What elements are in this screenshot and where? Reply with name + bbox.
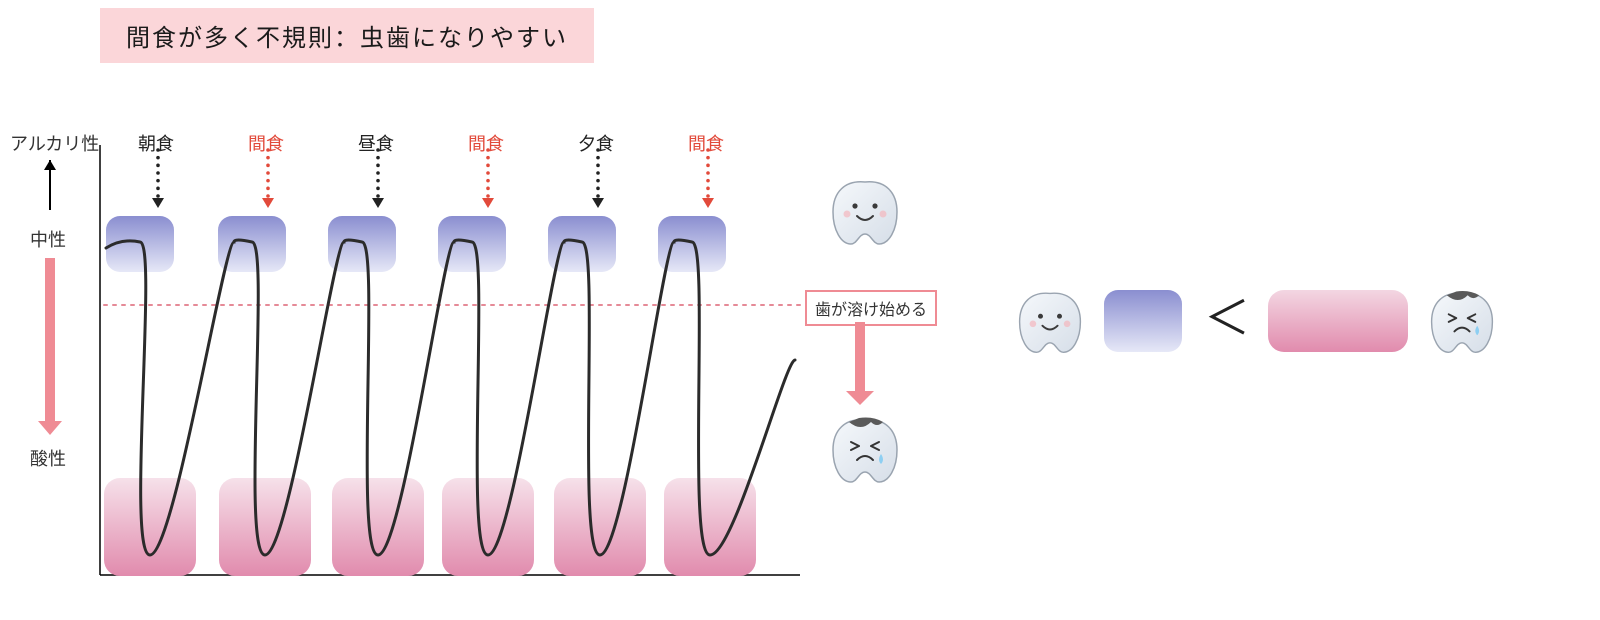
tooth-icon-legend-sad — [1432, 291, 1493, 352]
event-arrow-dot — [376, 171, 380, 175]
event-arrow-dot — [376, 148, 380, 152]
event-arrow-dot — [706, 164, 710, 168]
acidic-zone-box — [104, 478, 196, 576]
event-arrow-dot — [266, 148, 270, 152]
event-arrow-head — [372, 198, 384, 208]
down-arrow-head — [38, 421, 62, 435]
event-arrow-dot — [486, 171, 490, 175]
event-arrow-dot — [596, 179, 600, 183]
event-arrow-dot — [486, 148, 490, 152]
event-arrow-dot — [486, 187, 490, 191]
tooth-icon-chart-happy — [833, 182, 897, 244]
event-arrow-head — [262, 198, 274, 208]
event-arrow-dot — [706, 187, 710, 191]
event-arrow-dot — [266, 187, 270, 191]
event-arrow-dot — [376, 164, 380, 168]
event-arrow-head — [482, 198, 494, 208]
event-arrow-dot — [266, 171, 270, 175]
acidic-zone-box — [442, 478, 534, 576]
event-arrow-dot — [596, 148, 600, 152]
event-arrow-dot — [596, 156, 600, 160]
event-arrow-dot — [376, 194, 380, 198]
acidic-zone-box — [664, 478, 756, 576]
event-arrow-dot — [156, 164, 160, 168]
event-arrow-dot — [706, 179, 710, 183]
acidic-zone-box — [219, 478, 311, 576]
event-arrow-dot — [596, 164, 600, 168]
event-arrow-dot — [486, 179, 490, 183]
event-arrow-dot — [266, 156, 270, 160]
event-arrow-dot — [156, 156, 160, 160]
event-arrow-dot — [706, 156, 710, 160]
ph-chart: ＜ — [0, 0, 1600, 620]
event-arrow-dot — [706, 171, 710, 175]
event-arrow-head — [592, 198, 604, 208]
event-arrow-dot — [706, 148, 710, 152]
event-arrow-dot — [156, 179, 160, 183]
legend-blue-box — [1104, 290, 1182, 352]
neutral-zone-box — [218, 216, 286, 272]
event-arrow-head — [702, 198, 714, 208]
event-arrow-dot — [266, 179, 270, 183]
event-arrow-dot — [266, 194, 270, 198]
tooth-icon-chart-sad — [833, 418, 897, 483]
legend-lt-symbol: ＜ — [1204, 292, 1250, 344]
event-arrow-dot — [706, 194, 710, 198]
acidic-zone-box — [332, 478, 424, 576]
event-arrow-dot — [156, 194, 160, 198]
event-arrow-dot — [156, 171, 160, 175]
callout-arrow-head — [846, 391, 874, 405]
acidic-zone-box — [554, 478, 646, 576]
event-arrow-dot — [486, 164, 490, 168]
tooth-icon-legend-happy — [1020, 293, 1081, 352]
event-arrow-dot — [156, 148, 160, 152]
legend-pink-box — [1268, 290, 1408, 352]
event-arrow-dot — [596, 194, 600, 198]
event-arrow-dot — [376, 187, 380, 191]
event-arrow-dot — [376, 156, 380, 160]
event-arrow-dot — [596, 171, 600, 175]
event-arrow-dot — [486, 156, 490, 160]
event-arrow-dot — [596, 187, 600, 191]
event-arrow-head — [152, 198, 164, 208]
event-arrow-dot — [156, 187, 160, 191]
event-arrow-dot — [266, 164, 270, 168]
up-arrow-head — [44, 160, 56, 170]
event-arrow-dot — [486, 194, 490, 198]
event-arrow-dot — [376, 179, 380, 183]
